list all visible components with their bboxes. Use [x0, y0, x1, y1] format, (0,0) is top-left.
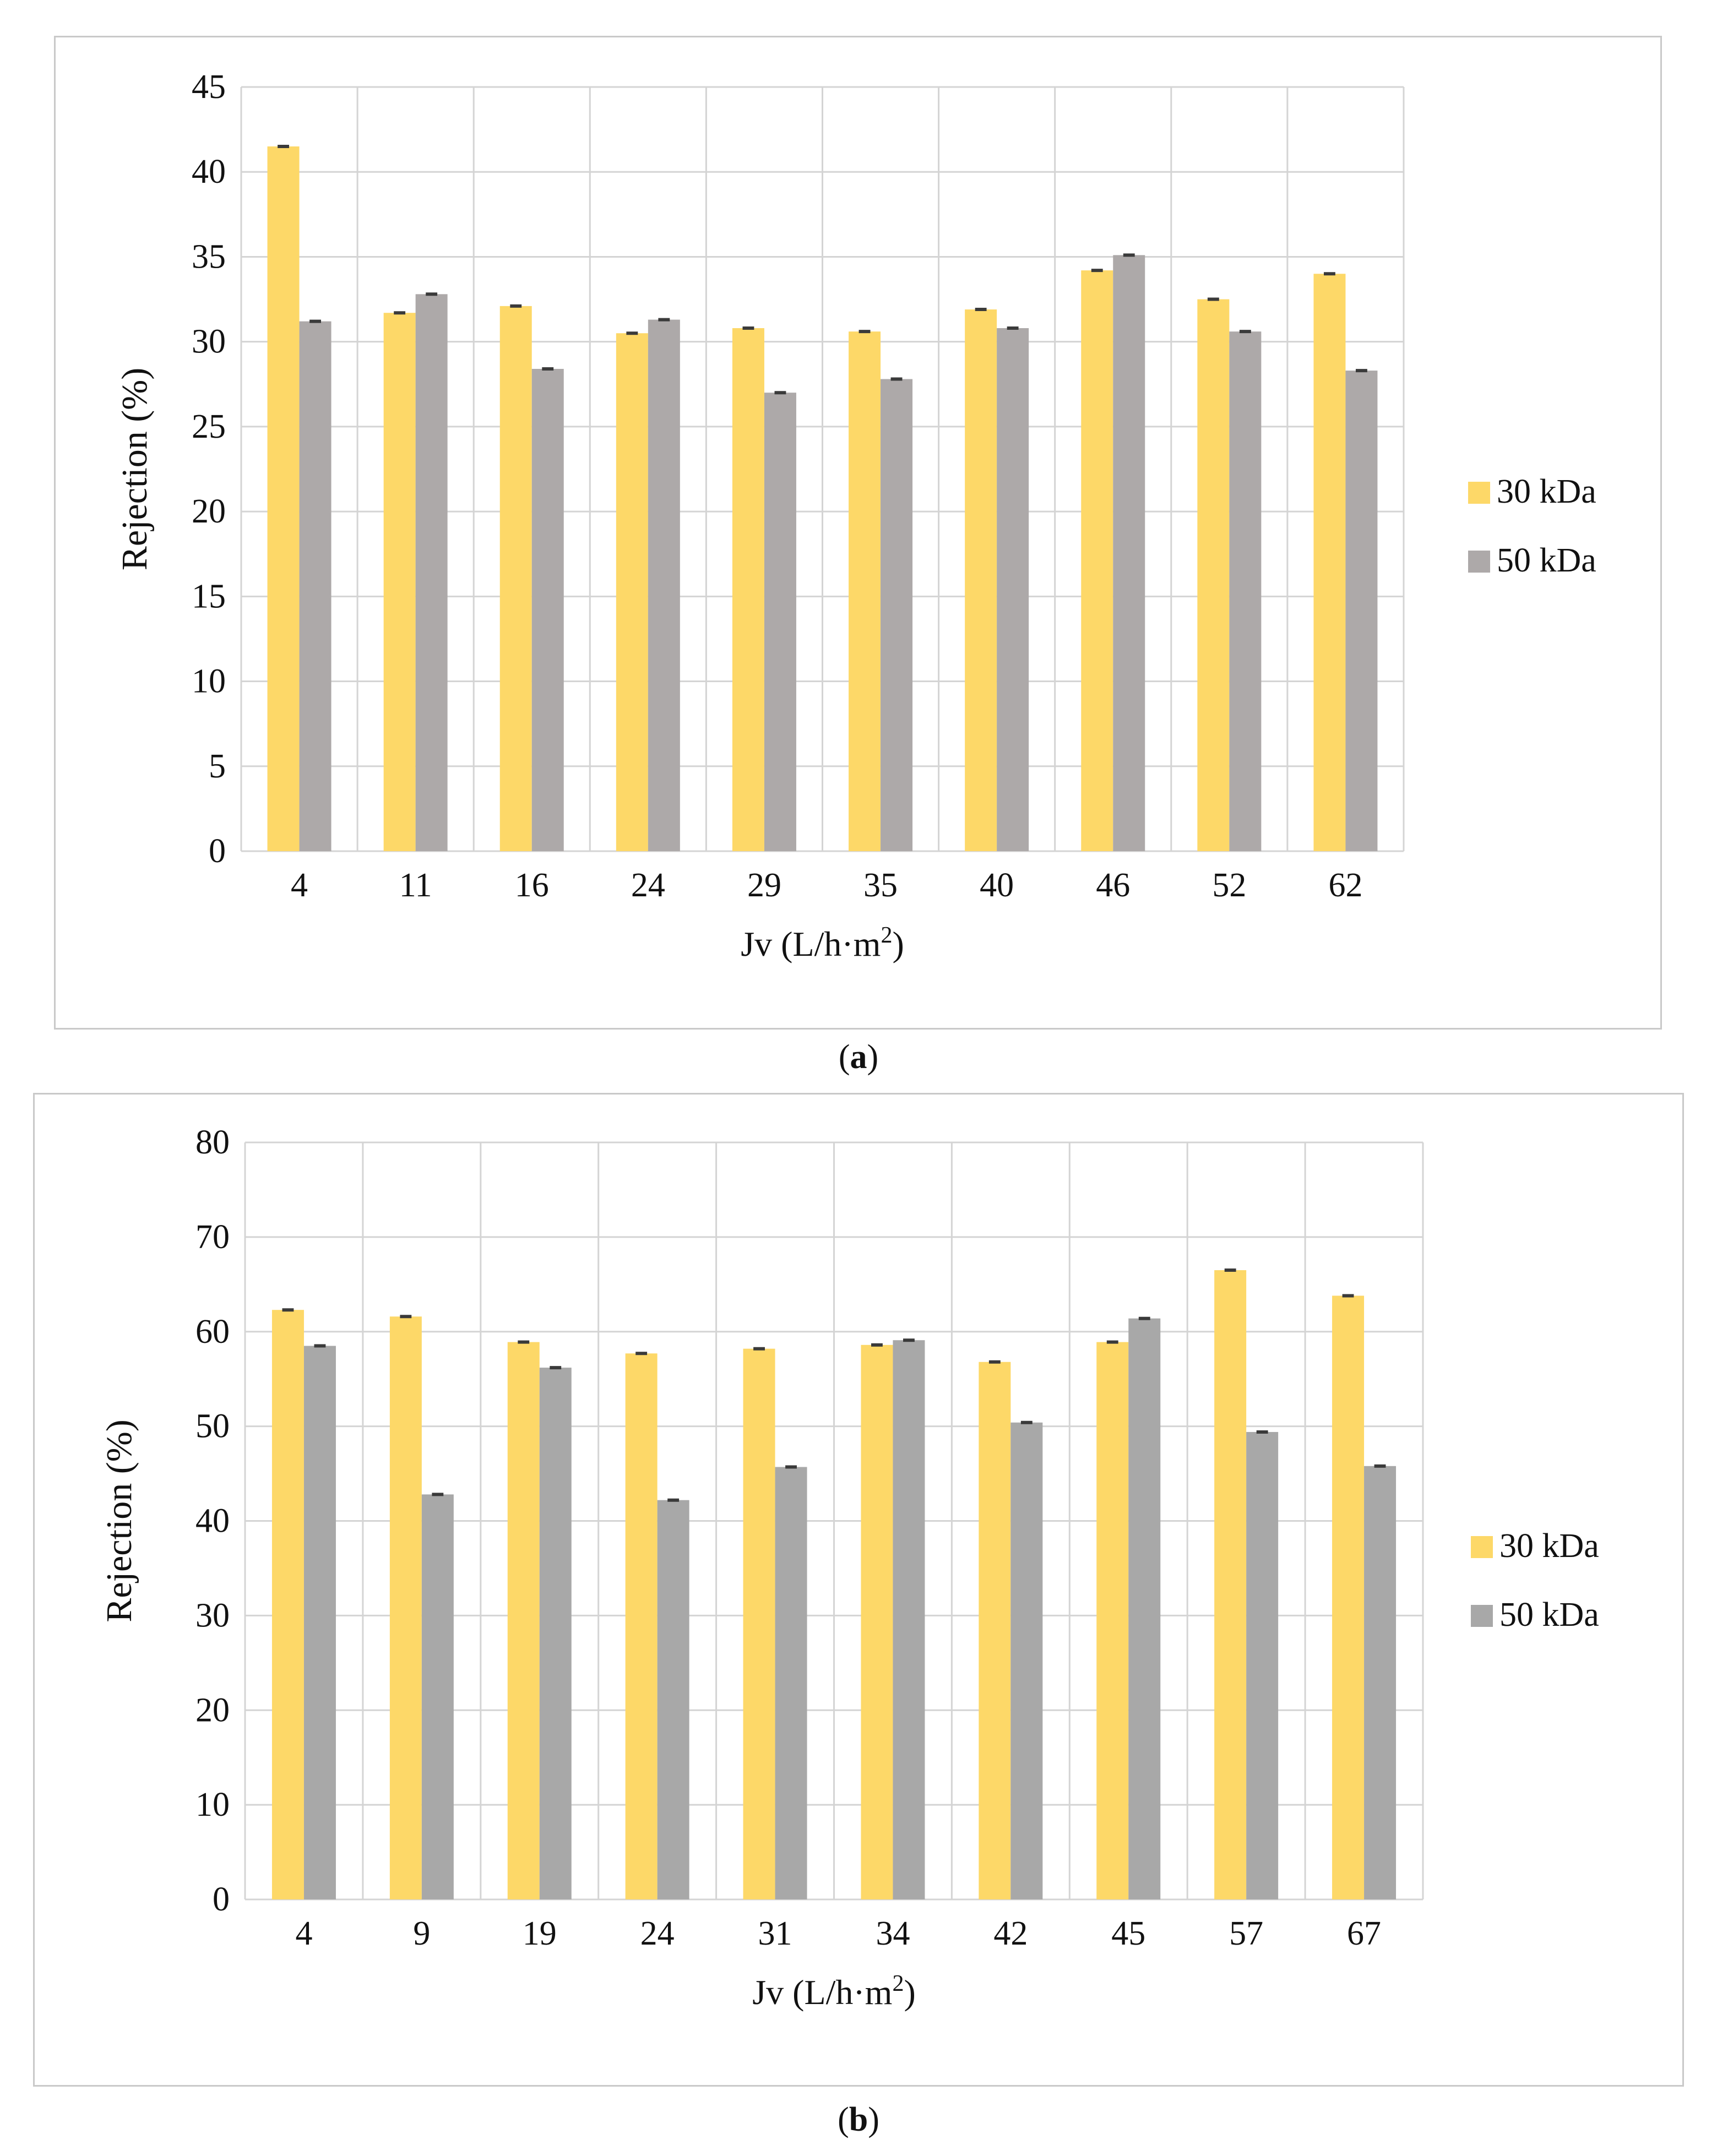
legend-swatch-50kda: [1471, 1605, 1493, 1627]
x-tick-label: 29: [747, 867, 781, 904]
bar-30kda: [271, 1310, 304, 1899]
bar-50kda: [539, 1368, 572, 1899]
x-tick-label: 62: [1328, 867, 1362, 904]
x-tick-label: 46: [1096, 867, 1130, 904]
bar-50kda: [1345, 371, 1378, 851]
y-tick-label: 25: [192, 408, 226, 445]
bar-50kda: [1246, 1431, 1279, 1899]
y-tick-label: 45: [192, 68, 226, 106]
bar-50kda: [531, 369, 564, 851]
bar-30kda: [732, 328, 764, 851]
bar-50kda: [997, 328, 1029, 851]
chart-b: 0 10 20 30 40 50 60 70 80 4 9 19 24 31 34 42 45 57 67 Jv (L…: [99, 1124, 1599, 2012]
bar-50kda: [415, 294, 448, 851]
x-tick-label: 35: [863, 867, 898, 904]
x-tick-label: 67: [1347, 1915, 1381, 1952]
bar-50kda: [303, 1346, 336, 1899]
caption-a: (a): [838, 1038, 879, 1076]
y-tick-label: 40: [192, 153, 226, 190]
caption-b: (b): [838, 2101, 879, 2138]
bar-50kda: [1364, 1466, 1397, 1899]
chart-panel-a: 0 5 10 15 20 25 30 35 40 45 4 11 16 24 29 35 40 46 52 62 Jv …: [54, 36, 1662, 1030]
bar-50kda: [764, 393, 796, 851]
x-axis-title: Jv (L/h·m2): [741, 923, 904, 963]
bar-30kda: [965, 309, 997, 851]
bar-30kda: [743, 1348, 775, 1899]
bar-50kda: [299, 321, 332, 851]
bar-30kda: [389, 1316, 422, 1899]
bar-30kda: [1197, 299, 1230, 851]
y-tick-label: 15: [192, 578, 226, 615]
chart-a: 0 5 10 15 20 25 30 35 40 45 4 11 16 24 29 35 40 46 52 62 Jv …: [115, 68, 1596, 963]
bar-50kda: [657, 1500, 689, 1899]
x-tick-label: 19: [523, 1915, 557, 1952]
bar-50kda: [1128, 1318, 1161, 1899]
bar-50kda: [1229, 331, 1262, 851]
bar-30kda: [267, 146, 300, 851]
x-tick-label: 4: [295, 1915, 312, 1952]
y-tick-label: 30: [195, 1597, 230, 1634]
x-tick-label: 40: [980, 867, 1014, 904]
bar-50kda: [881, 379, 913, 851]
bar-50kda: [1113, 255, 1145, 851]
y-tick-label: 35: [192, 238, 226, 275]
legend-label-50kda: 50 kDa: [1499, 1596, 1599, 1634]
y-tick-label: 0: [213, 1881, 230, 1918]
x-tick-label: 34: [876, 1915, 910, 1952]
bar-50kda: [421, 1494, 454, 1899]
bar-50kda: [1010, 1422, 1043, 1899]
y-tick-label: 40: [195, 1502, 230, 1540]
bar-30kda: [1332, 1295, 1365, 1899]
bar-30kda: [1214, 1270, 1247, 1899]
legend-swatch-50kda: [1468, 551, 1490, 573]
legend-label-30kda: 30 kDa: [1497, 473, 1596, 510]
y-tick-label: 5: [209, 748, 226, 785]
legend-label-50kda: 50 kDa: [1497, 542, 1596, 579]
y-tick-label: 50: [195, 1408, 230, 1445]
bar-30kda: [383, 313, 416, 851]
legend-label-30kda: 30 kDa: [1499, 1527, 1599, 1565]
bar-30kda: [1313, 274, 1346, 852]
y-tick-label: 30: [192, 323, 226, 361]
bar-30kda: [849, 331, 881, 851]
bar-30kda: [625, 1353, 658, 1899]
bar-30kda: [1081, 270, 1113, 851]
bar-30kda: [979, 1362, 1011, 1899]
x-tick-label: 9: [413, 1915, 430, 1952]
bar-30kda: [499, 306, 532, 851]
x-tick-label: 52: [1212, 867, 1246, 904]
y-tick-label: 20: [192, 493, 226, 530]
bar-50kda: [648, 319, 680, 851]
x-tick-label: 31: [758, 1915, 792, 1952]
y-tick-label: 60: [195, 1313, 230, 1351]
y-axis-title: Rejection (%): [99, 1419, 139, 1622]
legend-swatch-30kda: [1471, 1536, 1493, 1558]
x-tick-label: 24: [640, 1915, 675, 1952]
y-tick-label: 80: [195, 1124, 230, 1161]
x-tick-label: 11: [399, 867, 432, 904]
y-tick-label: 70: [195, 1218, 230, 1256]
y-tick-label: 0: [209, 832, 226, 870]
x-tick-label: 16: [515, 867, 549, 904]
y-axis-title: Rejection (%): [115, 368, 155, 570]
x-tick-label: 57: [1229, 1915, 1263, 1952]
chart-panel-b: 0 10 20 30 40 50 60 70 80 4 9 19 24 31 34 42 45 57 67 Jv (L…: [33, 1093, 1684, 2087]
y-tick-label: 10: [195, 1786, 230, 1823]
legend-swatch-30kda: [1468, 482, 1490, 504]
x-tick-label: 45: [1111, 1915, 1145, 1952]
y-tick-label: 20: [195, 1691, 230, 1729]
x-tick-label: 42: [993, 1915, 1028, 1952]
bar-30kda: [861, 1344, 893, 1899]
bar-30kda: [507, 1342, 540, 1899]
bar-30kda: [616, 333, 648, 851]
y-tick-label: 10: [192, 663, 226, 700]
x-tick-label: 24: [631, 867, 665, 904]
bar-30kda: [1096, 1342, 1129, 1899]
x-tick-label: 4: [291, 867, 308, 904]
bar-50kda: [775, 1467, 807, 1899]
x-axis-title: Jv (L/h·m2): [752, 1971, 916, 2012]
bar-50kda: [893, 1340, 925, 1899]
